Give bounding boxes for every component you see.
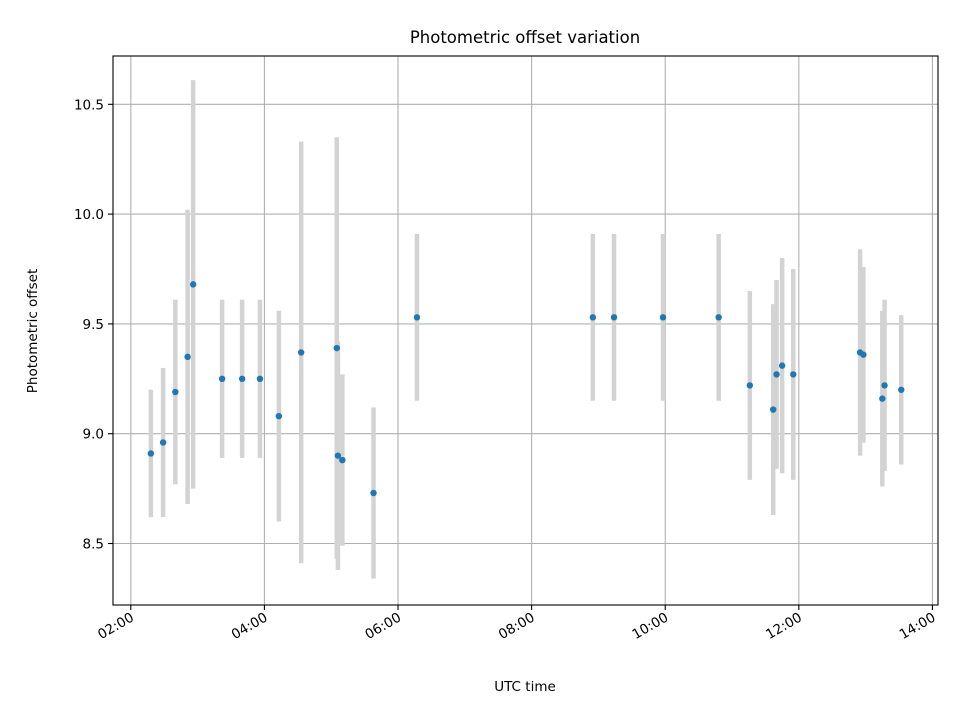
data-point [172, 388, 179, 396]
data-point [256, 375, 264, 383]
data-point [147, 450, 155, 457]
marker-layer [147, 281, 905, 497]
data-point [860, 351, 867, 358]
data-point [189, 281, 197, 288]
data-point [715, 314, 722, 321]
data-point [610, 314, 618, 321]
data-point [339, 456, 346, 464]
data-point [333, 344, 340, 352]
data-point [790, 371, 797, 378]
data-point [297, 349, 305, 356]
data-point [275, 412, 283, 420]
y-tick-label: 9.5 [83, 317, 104, 333]
data-point [879, 395, 886, 402]
data-point [746, 382, 754, 389]
data-point [218, 375, 226, 383]
data-point [659, 314, 667, 321]
data-point [898, 386, 905, 393]
data-point [778, 362, 786, 369]
data-point [773, 371, 780, 378]
y-tick-label: 10.0 [74, 207, 104, 223]
x-axis-label: UTC time [494, 679, 556, 695]
data-point [184, 353, 191, 361]
data-point [589, 314, 597, 321]
data-point [881, 382, 888, 389]
data-point [159, 439, 167, 446]
plot-frame [112, 55, 939, 606]
plot-area [113, 56, 938, 605]
data-point [238, 375, 246, 383]
data-point [370, 489, 377, 497]
y-tick-label: 8.5 [83, 537, 104, 553]
chart-title: Photometric offset variation [410, 28, 640, 47]
data-point [334, 452, 342, 459]
y-axis-label: Photometric offset [25, 269, 41, 393]
data-point [413, 314, 421, 321]
y-tick-label: 9.0 [83, 427, 104, 443]
y-tick-label: 10.5 [74, 97, 104, 113]
data-point [770, 406, 777, 413]
